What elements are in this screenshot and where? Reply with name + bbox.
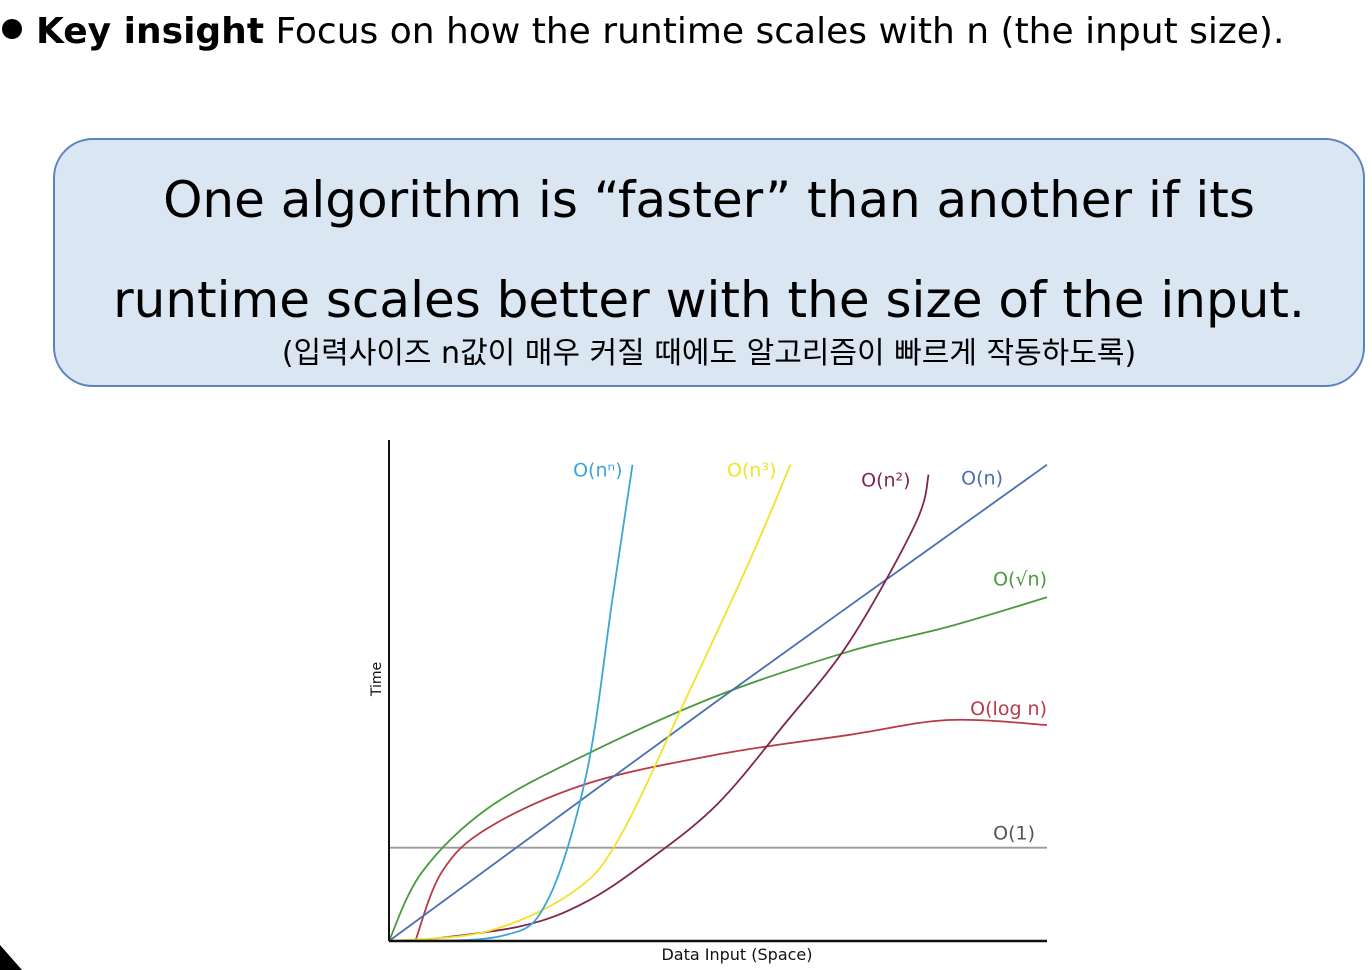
chart-background (355, 430, 1065, 970)
key-insight-bullet: Key insight Focus on how the runtime sca… (2, 8, 1284, 56)
series-5-line (415, 474, 930, 942)
complexity-chart: O(1) O(log n) O(√n) O(n) O(n²) O(n³) O(nⁿ) Dat… (355, 430, 1065, 970)
bullet-dot-icon (2, 19, 22, 39)
series-3-label: O(√n) (993, 568, 1047, 590)
series-6-line (388, 464, 792, 942)
series-7-label: O(nⁿ) (573, 460, 622, 482)
chart-curves (388, 463, 1048, 942)
series-5-label: O(n²) (861, 470, 910, 492)
series-1-label: O(1) (993, 823, 1035, 845)
series-3-line (388, 596, 1048, 942)
definition-callout: One algorithm is “faster” than another i… (53, 138, 1365, 387)
callout-subtitle: (입력사이즈 n값이 매우 커질 때에도 알고리즘이 빠르게 작동하도록) (281, 336, 1137, 371)
series-4-line (388, 463, 1048, 942)
series-6-label: O(n³) (727, 460, 776, 482)
key-insight-text: Focus on how the runtime scales with n (… (264, 11, 1285, 52)
slide-corner-mark (0, 945, 22, 970)
chart-series-labels: O(1) O(log n) O(√n) O(n) O(n²) O(n³) O(nⁿ) (573, 460, 1047, 845)
series-7-line (388, 464, 634, 942)
series-2-line (414, 718, 1048, 942)
key-insight-label: Key insight (36, 11, 265, 52)
callout-line-2: runtime scales better with the size of t… (113, 271, 1305, 329)
x-axis-label: Data Input (Space) (661, 945, 812, 964)
y-axis-label: Time (369, 662, 385, 697)
callout-line-1: One algorithm is “faster” than another i… (163, 171, 1255, 229)
series-2-label: O(log n) (970, 698, 1047, 720)
series-4-label: O(n) (961, 468, 1003, 490)
